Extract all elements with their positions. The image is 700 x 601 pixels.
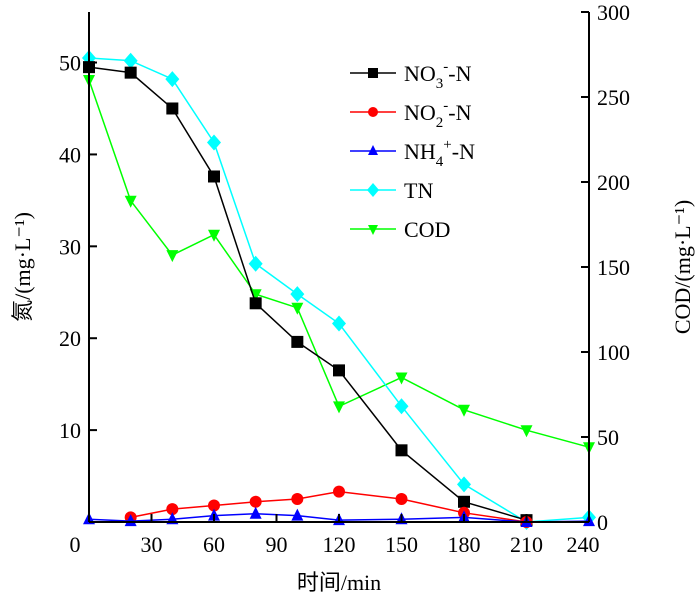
data-point [123,52,138,69]
y-left-tick-label: 20 [59,326,81,351]
legend-label: NO3--N [404,59,472,92]
y-left-tick-label: 50 [59,51,81,76]
data-point [457,476,471,493]
series-line [88,57,590,523]
legend-marker-icon [367,183,379,197]
y-left-tick-label: 40 [59,142,81,167]
y-right-tick-label: 50 [597,425,619,450]
legend: NO3--N NO2--N NH4+-N TN COD [350,59,475,242]
data-point [124,195,137,208]
legend-label: COD [404,217,450,242]
x-tick-label: 180 [448,532,481,557]
y-right-tick-label: 150 [597,255,630,280]
data-point [395,372,408,385]
legend-marker-icon [368,107,378,117]
x-tick-label: 90 [266,532,288,557]
legend-label: TN [404,178,433,203]
data-point [291,508,304,521]
data-point [124,66,137,79]
x-tick-label: 60 [203,532,225,557]
data-point [165,71,180,88]
y-left-tick-label: 10 [59,418,81,443]
data-point [333,401,345,414]
data-point [395,493,408,506]
x-tick-label: 210 [510,532,543,557]
data-point [249,506,262,519]
legend-marker-icon [368,145,378,155]
series-no3-n [83,61,533,527]
x-tick-label: 0 [70,532,81,557]
axes: 0 30 60 90 120 150 180 210 240 10 20 30 40 50 0 50 100 15… [59,0,630,557]
data-point [395,444,408,457]
data-point [291,335,304,348]
data-point [249,297,262,310]
data-point [458,404,470,417]
y-right-tick-label: 250 [597,85,630,110]
y-left-tick-label: 30 [59,234,81,259]
data-point [166,503,179,516]
data-point [333,485,345,498]
data-point [520,425,533,438]
legend-marker-icon [368,68,378,78]
legend-item: NO3--N [350,59,472,92]
x-tick-label: 150 [385,532,418,557]
legend-item: TN [350,178,433,203]
y-right-tick-label: 0 [597,510,608,535]
data-point [208,499,220,512]
series-cod [83,75,595,455]
x-tick-label: 240 [567,532,600,557]
x-tick-label: 120 [323,532,356,557]
legend-item: COD [350,217,450,242]
y-right-tick-label: 300 [597,0,630,25]
data-point [208,170,220,183]
data-point [249,495,262,508]
data-point [290,286,305,303]
series-tn [82,49,596,530]
data-point [333,364,345,377]
data-point [248,255,263,272]
data-point [124,514,137,527]
data-point [291,493,304,506]
legend-item: NH4+-N [350,137,475,170]
x-axis-label: 时间/min [297,570,381,595]
y-right-tick-label: 200 [597,170,630,195]
y-axis-right-label: COD/(mg·L⁻¹) [670,200,695,334]
x-tick-label: 30 [141,532,163,557]
data-point [208,229,220,242]
legend-marker-icon [368,225,378,235]
data-point [394,398,409,415]
series-line [88,79,590,448]
series-line [88,66,527,521]
plot-marks [82,49,596,530]
y-right-tick-label: 100 [597,340,630,365]
data-point [166,250,179,263]
data-point [166,102,179,115]
y-axis-left-label: 氮/(mg·L⁻¹) [10,212,35,322]
legend-label: NO2--N [404,98,472,131]
legend-item: NO2--N [350,98,472,131]
data-point [458,495,470,508]
data-point [291,302,304,315]
data-point [332,315,346,332]
data-point [207,134,221,151]
legend-label: NH4+-N [404,137,475,170]
